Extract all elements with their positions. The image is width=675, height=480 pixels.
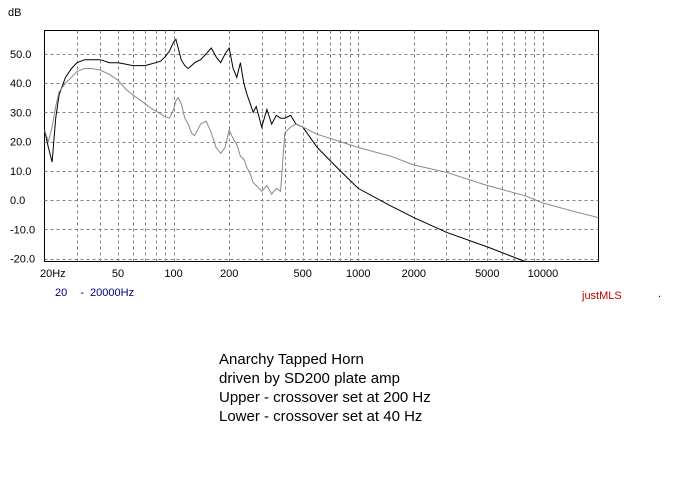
range-separator: -	[80, 287, 84, 299]
frequency-response-chart: dB 50.0 40.0 30.0 20.0 10.0 0.0 -10.0 -20.0 20H…	[8, 7, 599, 280]
brand-label: justMLS	[582, 290, 622, 302]
range-unit: Hz	[120, 287, 135, 299]
frequency-range-readout: 20 - 20000Hz	[55, 287, 134, 299]
caption-line-1: Anarchy Tapped Horn	[219, 351, 364, 368]
caption-line-4: Lower - crossover set at 40 Hz	[219, 408, 423, 425]
range-to: 20000	[90, 287, 121, 299]
x-tick-label: 100	[164, 268, 182, 280]
x-tick-label: 500	[293, 268, 311, 280]
plot-frame	[44, 30, 599, 262]
caption: Anarchy Tapped Horn driven by SD200 plat…	[219, 350, 431, 426]
y-tick-label: 30.0	[10, 107, 31, 119]
y-tick-label: 0.0	[10, 195, 25, 207]
y-tick-label: 20.0	[10, 137, 31, 149]
corner-mark: .	[658, 288, 662, 300]
caption-line-3: Upper - crossover set at 200 Hz	[219, 389, 431, 406]
y-axis-label: dB	[8, 7, 21, 19]
range-from: 20	[55, 287, 68, 299]
x-tick-label: 20Hz	[40, 268, 66, 280]
series-group	[44, 38, 599, 262]
series-line-upper	[44, 38, 526, 262]
y-tick-label: -20.0	[10, 254, 35, 266]
x-axis-ticks: 20Hz 50 100 200 500 1000 2000 5000 10000	[40, 268, 558, 280]
series-line-lower	[44, 68, 599, 219]
y-tick-label: -10.0	[10, 224, 35, 236]
x-tick-label: 50	[112, 268, 124, 280]
x-tick-label: 1000	[346, 268, 370, 280]
y-tick-label: 40.0	[10, 78, 31, 90]
grid-lines	[44, 30, 599, 262]
x-tick-label: 200	[220, 268, 238, 280]
y-axis-ticks: 50.0 40.0 30.0 20.0 10.0 0.0 -10.0 -20.0	[10, 49, 35, 266]
x-tick-label: 2000	[402, 268, 426, 280]
x-tick-label: 5000	[475, 268, 499, 280]
y-tick-label: 10.0	[10, 166, 31, 178]
x-tick-label: 10000	[528, 268, 559, 280]
caption-line-2: driven by SD200 plate amp	[219, 370, 400, 387]
y-tick-label: 50.0	[10, 49, 31, 61]
